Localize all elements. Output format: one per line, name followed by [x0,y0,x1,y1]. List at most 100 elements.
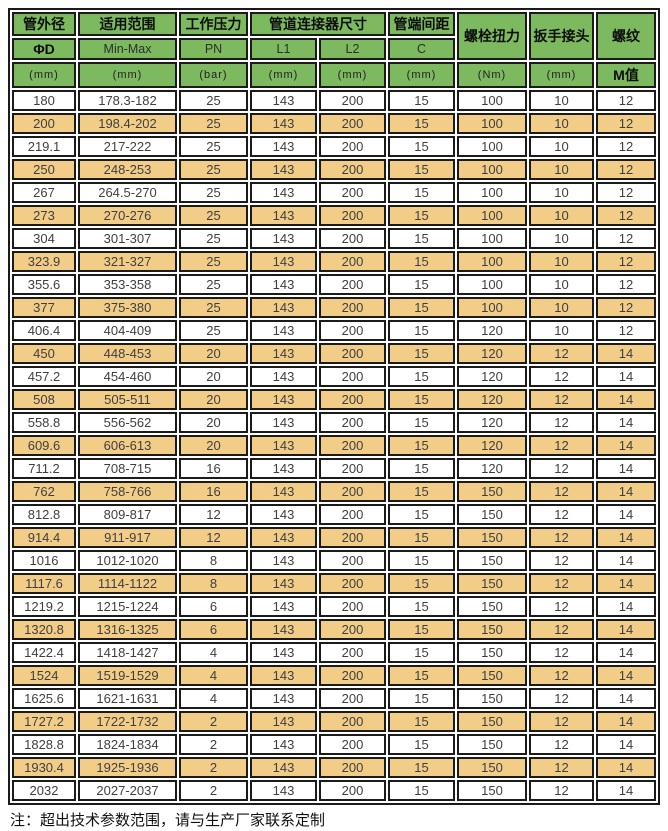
cell-pressure: 25 [179,113,248,134]
table-row: 1727.2 1722-1732 2 143 200 15 150 12 14 [12,711,656,732]
cell-wrench: 12 [529,780,594,801]
cell-range: 758-766 [78,481,177,502]
table-row: 355.6 353-358 25 143 200 15 100 10 12 [12,274,656,295]
cell-outer-diameter: 1117.6 [12,573,76,594]
cell-l2: 200 [319,412,386,433]
header-unit-row: (mm) (mm) (bar) (mm) (mm) (mm) (Nm) (mm)… [12,62,656,88]
unit-end-gap: (mm) [388,62,455,88]
table-row: 273 270-276 25 143 200 15 100 10 12 [12,205,656,226]
cell-c: 15 [388,619,455,640]
cell-torque: 100 [457,205,527,226]
cell-range: 217-222 [78,136,177,157]
cell-pressure: 20 [179,343,248,364]
cell-l1: 143 [250,159,317,180]
cell-torque: 150 [457,711,527,732]
cell-outer-diameter: 1828.8 [12,734,76,755]
cell-c: 15 [388,136,455,157]
cell-l2: 200 [319,642,386,663]
cell-torque: 120 [457,458,527,479]
cell-range: 556-562 [78,412,177,433]
cell-l1: 143 [250,274,317,295]
table-row: 1422.4 1418-1427 4 143 200 15 150 12 14 [12,642,656,663]
cell-torque: 150 [457,573,527,594]
table-row: 2032 2027-2037 2 143 200 15 150 12 14 [12,780,656,801]
cell-torque: 150 [457,527,527,548]
cell-torque: 100 [457,251,527,272]
cell-outer-diameter: 304 [12,228,76,249]
cell-thread: 14 [596,412,656,433]
cell-l2: 200 [319,343,386,364]
cell-pressure: 6 [179,596,248,617]
cell-c: 15 [388,527,455,548]
cell-pressure: 2 [179,734,248,755]
cell-l1: 143 [250,573,317,594]
cell-c: 15 [388,665,455,686]
header-bolt-torque: 螺栓扭力 [457,12,527,60]
cell-l1: 143 [250,297,317,318]
cell-l1: 143 [250,251,317,272]
cell-l1: 143 [250,343,317,364]
cell-range: 1418-1427 [78,642,177,663]
cell-wrench: 12 [529,665,594,686]
cell-pressure: 2 [179,711,248,732]
header-thread: 螺纹 [596,12,656,60]
cell-l2: 200 [319,711,386,732]
cell-outer-diameter: 1625.6 [12,688,76,709]
cell-range: 1012-1020 [78,550,177,571]
cell-l2: 200 [319,757,386,778]
cell-outer-diameter: 450 [12,343,76,364]
cell-thread: 14 [596,711,656,732]
cell-range: 178.3-182 [78,90,177,111]
cell-wrench: 12 [529,573,594,594]
table-row: 812.8 809-817 12 143 200 15 150 12 14 [12,504,656,525]
table-header: 管外径 适用范围 工作压力 管道连接器尺寸 管端间距 螺栓扭力 扳手接头 螺纹 … [12,12,656,88]
symbol-end-gap: C [388,38,455,60]
table-row: 1219.2 1215-1224 6 143 200 15 150 12 14 [12,596,656,617]
cell-l1: 143 [250,780,317,801]
cell-l2: 200 [319,435,386,456]
cell-c: 15 [388,389,455,410]
cell-outer-diameter: 558.8 [12,412,76,433]
cell-outer-diameter: 200 [12,113,76,134]
unit-l2: (mm) [319,62,386,88]
table-row: 1320.8 1316-1325 6 143 200 15 150 12 14 [12,619,656,640]
cell-c: 15 [388,550,455,571]
cell-outer-diameter: 355.6 [12,274,76,295]
cell-l1: 143 [250,320,317,341]
cell-range: 911-917 [78,527,177,548]
cell-l2: 200 [319,504,386,525]
unit-l1: (mm) [250,62,317,88]
cell-torque: 150 [457,688,527,709]
unit-bolt-torque: (Nm) [457,62,527,88]
table-row: 267 264.5-270 25 143 200 15 100 10 12 [12,182,656,203]
symbol-l1: L1 [250,38,317,60]
unit-wrench: (mm) [529,62,594,88]
cell-c: 15 [388,366,455,387]
table-row: 406.4 404-409 25 143 200 15 120 10 12 [12,320,656,341]
table-row: 219.1 217-222 25 143 200 15 100 10 12 [12,136,656,157]
cell-l2: 200 [319,228,386,249]
cell-l1: 143 [250,504,317,525]
cell-c: 15 [388,504,455,525]
cell-outer-diameter: 711.2 [12,458,76,479]
table-row: 1117.6 1114-1122 8 143 200 15 150 12 14 [12,573,656,594]
cell-range: 353-358 [78,274,177,295]
cell-range: 505-511 [78,389,177,410]
cell-range: 248-253 [78,159,177,180]
cell-c: 15 [388,205,455,226]
cell-thread: 14 [596,757,656,778]
cell-l2: 200 [319,780,386,801]
cell-wrench: 12 [529,458,594,479]
cell-l2: 200 [319,688,386,709]
cell-c: 15 [388,780,455,801]
cell-l1: 143 [250,435,317,456]
cell-pressure: 25 [179,136,248,157]
cell-thread: 14 [596,780,656,801]
cell-wrench: 10 [529,159,594,180]
cell-l1: 143 [250,136,317,157]
cell-wrench: 10 [529,113,594,134]
cell-wrench: 10 [529,182,594,203]
table-row: 558.8 556-562 20 143 200 15 120 12 14 [12,412,656,433]
cell-outer-diameter: 219.1 [12,136,76,157]
cell-l2: 200 [319,619,386,640]
